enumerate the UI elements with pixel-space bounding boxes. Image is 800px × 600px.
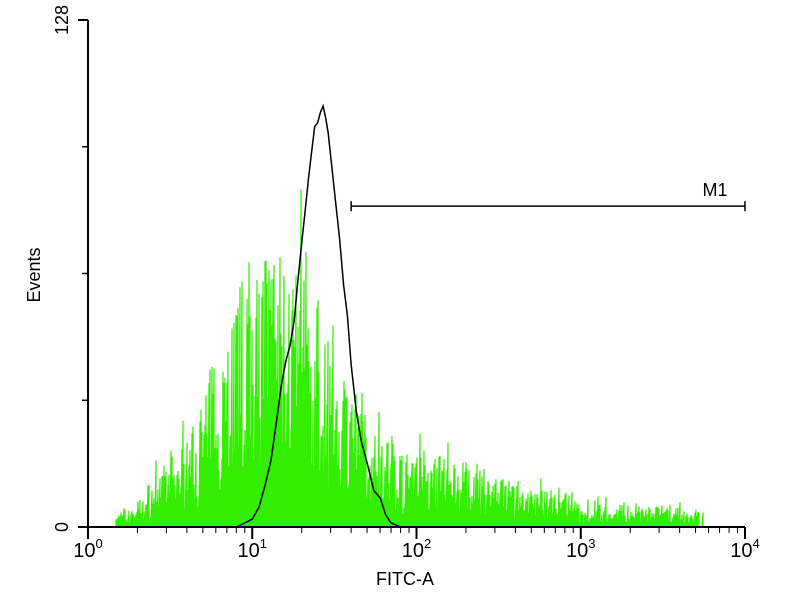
marker-layer: M1 — [350, 180, 746, 212]
marker-m1-label: M1 — [702, 180, 727, 200]
x-tick-label: 100 — [73, 536, 102, 562]
x-tick-label: 101 — [238, 536, 267, 562]
ticks-layer: 100 101 102 103 104 0 128 — [52, 5, 760, 562]
y-axis-title: Events — [24, 247, 44, 302]
x-tick-label: 103 — [566, 536, 595, 562]
series-layer — [115, 103, 704, 528]
series-black-histogram — [235, 103, 401, 528]
x-axis-title: FITC-A — [376, 569, 434, 589]
x-tick-label: 104 — [730, 536, 759, 562]
y-tick-label: 128 — [52, 5, 72, 35]
x-tick-label: 102 — [402, 536, 431, 562]
series-green-histogram — [115, 189, 704, 528]
y-tick-label: 0 — [52, 522, 72, 532]
